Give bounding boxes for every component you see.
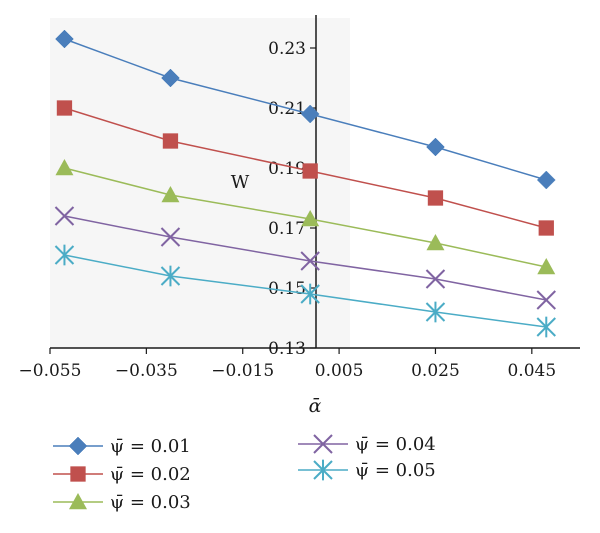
legend-marker <box>313 434 333 454</box>
data-point <box>536 316 556 338</box>
data-point <box>427 190 444 206</box>
legend-label: ψ̄ = 0.02 <box>110 464 191 485</box>
legend-item: ψ̄ = 0.03 <box>53 492 191 513</box>
series-4 <box>54 206 556 310</box>
legend-marker <box>68 436 88 456</box>
legend-marker <box>69 493 87 510</box>
data-point <box>537 258 556 275</box>
data-point <box>54 206 75 226</box>
data-point <box>536 290 556 310</box>
data-point <box>55 29 74 49</box>
y-tick-label: 0.23 <box>268 39 306 59</box>
series-5 <box>54 244 556 338</box>
legend-item: ψ̄ = 0.04 <box>298 434 436 455</box>
x-axis-label: ᾱ <box>309 395 322 417</box>
data-point <box>300 104 320 124</box>
x-tick-label: 0.025 <box>411 361 460 381</box>
data-point <box>161 186 180 203</box>
legend-marker <box>70 466 86 482</box>
x-tick-label: 0.005 <box>315 361 364 381</box>
y-axis-label: W <box>231 172 250 193</box>
legend-label: ψ̄ = 0.05 <box>355 460 436 481</box>
x-tick-label: −0.015 <box>211 361 274 381</box>
data-point <box>56 100 73 116</box>
data-point <box>302 163 318 179</box>
legend-item: ψ̄ = 0.01 <box>53 436 191 457</box>
data-point <box>538 220 554 236</box>
data-point <box>161 68 180 88</box>
series-2 <box>56 100 554 236</box>
data-point <box>300 283 320 305</box>
data-point <box>426 137 445 157</box>
legend: ψ̄ = 0.01 ψ̄ = 0.02 ψ̄ = 0.03 ψ̄ = 0.04 ψ̄ =… <box>53 434 436 513</box>
data-point <box>160 265 181 287</box>
x-tick-label: 0.045 <box>507 361 556 381</box>
data-point <box>54 244 75 266</box>
legend-item: ψ̄ = 0.02 <box>53 464 191 485</box>
data-point <box>425 301 446 323</box>
legend-item: ψ̄ = 0.05 <box>298 459 436 481</box>
data-point <box>425 269 446 289</box>
series-group <box>54 29 556 338</box>
series-1 <box>55 29 556 190</box>
data-point <box>160 227 181 247</box>
legend-label: ψ̄ = 0.04 <box>355 434 436 455</box>
data-point <box>426 234 445 251</box>
legend-marker <box>313 459 333 481</box>
y-tick-label: 0.13 <box>268 339 306 359</box>
legend-label: ψ̄ = 0.01 <box>110 436 191 457</box>
x-tick-label: −0.055 <box>19 361 82 381</box>
tick-labels: −0.055 −0.035 −0.015 0.005 0.025 0.045 0.13 0.1… <box>19 39 557 381</box>
data-point <box>55 159 74 176</box>
data-point <box>301 210 320 227</box>
data-point <box>536 170 556 190</box>
legend-label: ψ̄ = 0.03 <box>110 492 191 513</box>
y-tick-label: 0.21 <box>268 99 306 119</box>
y-tick-label: 0.17 <box>268 219 306 239</box>
series-3 <box>55 159 556 275</box>
axes <box>49 15 580 354</box>
x-tick-label: −0.035 <box>115 361 178 381</box>
y-tick-label: 0.15 <box>268 279 306 299</box>
data-point <box>162 133 179 149</box>
data-point <box>300 251 320 271</box>
